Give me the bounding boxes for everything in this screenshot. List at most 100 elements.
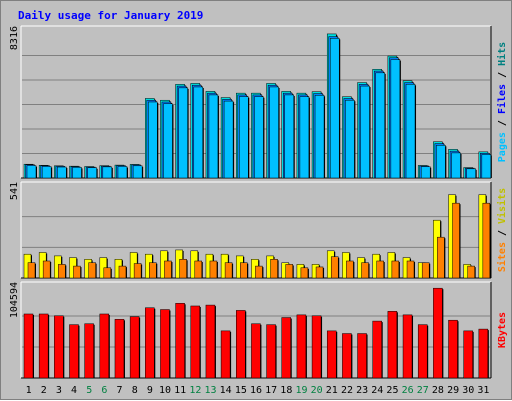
x-tick-label: 25 [386,385,398,396]
x-tick-label: 1 [26,385,32,396]
y-max-label: 541 [9,182,20,200]
bar-sites [133,263,142,279]
x-tick-label: 14 [220,385,232,396]
legend-entry: KBytes [497,312,508,348]
bar-kbytes [266,324,276,379]
bar-sites [240,262,248,279]
x-tick-label: 2 [41,385,47,396]
bar-sites [270,259,278,279]
bar-sites [179,259,187,279]
legend-entry: / [497,66,508,84]
bar-sites [452,202,460,279]
bar-kbytes [417,324,428,379]
bar-pages [345,99,355,179]
panel-bottom: 104594 KBytes [9,281,508,379]
bar-pages [299,96,310,179]
bar-kbytes [296,314,307,379]
x-tick-label: 24 [371,385,383,396]
bar-kbytes [463,330,473,379]
bar-kbytes [402,314,413,379]
bar-sites [330,256,339,279]
bar-pages [208,94,219,179]
bar-pages [148,101,158,179]
bar-kbytes [69,324,79,379]
bar-sites [315,266,324,279]
bar-sites [391,260,400,279]
bar-sites [300,267,309,279]
bar-pages [102,166,113,179]
bar-kbytes [99,313,110,379]
bar-sites [255,265,263,279]
x-tick-label: 20 [311,385,323,396]
y-max-label: 8316 [9,26,20,50]
bar-pages [314,95,325,179]
y-max-label: 104594 [9,282,20,318]
legend-middle: Sites / Visits [496,188,508,272]
legend-bottom: KBytes [497,312,508,348]
legend-entry: Hits [496,42,508,66]
legend-entry: Sites [496,242,508,272]
x-tick-label: 31 [477,385,489,396]
bar-kbytes [281,317,291,379]
legend-entry: Files [496,84,508,114]
legend-entry: / [497,114,508,132]
bar-sites [482,202,491,279]
bar-kbytes [84,323,94,379]
bar-pages [57,166,67,179]
bar-sites [346,260,354,279]
bar-sites [467,265,475,279]
bar-kbytes [175,303,185,379]
bar-kbytes [311,315,322,379]
bar-pages [117,166,128,179]
x-tick-label: 11 [174,385,186,396]
bar-kbytes [433,287,443,379]
bar-kbytes [387,311,398,379]
bar-kbytes [190,305,201,379]
bar-sites [58,264,66,279]
bar-pages [41,166,52,179]
legend-entry: / [497,224,508,242]
bar-sites [209,260,218,279]
x-tick-label: 18 [280,385,292,396]
chart-title: Daily usage for January 2019 [18,9,204,22]
bar-sites [164,260,172,279]
x-tick-label: 16 [250,385,262,396]
bar-kbytes [372,320,382,379]
panel-top: 8316 Pages / Files / Hits [9,25,508,179]
bar-kbytes [448,319,458,379]
x-tick-label: 12 [189,385,201,396]
bar-pages [72,167,82,179]
x-tick-label: 8 [132,385,138,396]
bar-kbytes [326,330,337,379]
bar-pages [375,72,385,179]
bar-pages [178,87,188,179]
x-tick-label: 4 [71,385,77,396]
bar-sites [406,260,415,279]
x-tick-label: 9 [147,385,153,396]
x-tick-label: 15 [235,385,247,396]
bar-sites [73,265,81,279]
bar-kbytes [160,309,170,379]
bar-sites [149,262,157,279]
bar-kbytes [129,316,140,379]
x-tick-label: 29 [447,385,459,396]
x-tick-label: 3 [56,385,62,396]
bar-pages [269,86,279,179]
bar-pages [223,100,234,179]
bar-kbytes [342,333,352,379]
panel-middle: 541 Sites / Visits [9,181,508,279]
x-tick-label: 5 [86,385,92,396]
x-tick-label: 10 [159,385,171,396]
x-tick-label: 17 [265,385,277,396]
bar-sites [224,262,233,279]
bar-pages [436,145,446,179]
bar-kbytes [145,307,155,379]
bar-kbytes [236,310,246,379]
bar-kbytes [23,313,34,379]
legend-top: Pages / Files / Hits [496,42,508,162]
bar-sites [285,264,293,279]
x-tick-label: 26 [402,385,414,396]
bar-kbytes [38,313,49,379]
